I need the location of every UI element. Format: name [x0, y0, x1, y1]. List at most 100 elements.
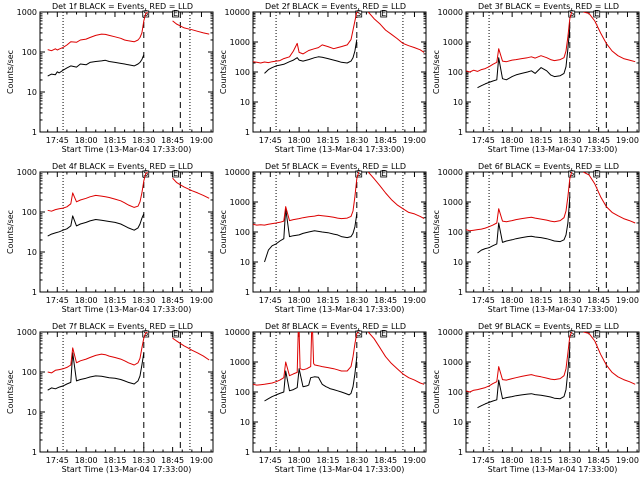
y-tick-label: 1	[458, 128, 463, 137]
lld-series-line	[466, 172, 573, 232]
plot-frame	[39, 171, 214, 293]
panel-title: Det 6f BLACK = Events, RED = LLD	[478, 162, 619, 171]
x-axis-label: Start Time (13-Mar-04 17:33:00)	[62, 465, 192, 474]
plot-area	[466, 332, 636, 409]
x-tick-label: 18:00	[288, 296, 311, 305]
x-tick-label: 18:45	[374, 456, 397, 465]
y-tick-label: 100	[448, 388, 463, 397]
y-tick-label: 10	[27, 248, 37, 257]
detector-panel-7: Det 7f BLACK = Events, RED = LLD 1 10 100 10…	[6, 322, 214, 474]
plot-frame	[465, 171, 640, 293]
x-tick-label: 18:15	[529, 136, 552, 145]
y-tick-label: 10	[27, 408, 37, 417]
detector-panel-4: Det 4f BLACK = Events, RED = LLD 1 10 100 10…	[6, 162, 214, 314]
x-tick-label: 18:15	[529, 456, 552, 465]
panel-title: Det 8f BLACK = Events, RED = LLD	[265, 322, 406, 331]
x-tick-label: 19:00	[190, 136, 213, 145]
lld-series-line	[367, 12, 425, 53]
lld-series-line	[253, 172, 360, 226]
y-tick-label: 10000	[438, 168, 463, 177]
events-series-line	[47, 213, 145, 237]
attenuator-marker-label: E	[381, 9, 386, 18]
x-tick-label: 19:00	[190, 296, 213, 305]
y-tick-label: 1000	[230, 358, 250, 367]
plot-frame	[252, 11, 427, 133]
attenuator-marker-box	[172, 10, 179, 18]
plot-frame	[252, 171, 427, 293]
x-tick-label: 18:30	[345, 456, 368, 465]
lld-series-line	[466, 12, 573, 73]
x-axis-label: Start Time (13-Mar-04 17:33:00)	[488, 145, 618, 154]
plot-area	[47, 12, 210, 77]
x-tick-label: 18:30	[558, 136, 581, 145]
events-series-line	[477, 27, 571, 89]
y-tick-label: 100	[22, 208, 37, 217]
panel-title: Det 7f BLACK = Events, RED = LLD	[52, 322, 193, 331]
lld-series-line	[367, 172, 425, 220]
plot-area	[47, 332, 210, 391]
attenuator-marker-label: E	[381, 329, 386, 338]
panel-title: Det 5f BLACK = Events, RED = LLD	[265, 162, 406, 171]
x-tick-label: 18:45	[161, 456, 184, 465]
y-tick-label: 1	[245, 128, 250, 137]
x-tick-label: 19:00	[616, 456, 639, 465]
y-tick-label: 100	[235, 388, 250, 397]
y-tick-label: 10	[240, 98, 250, 107]
events-series-line	[264, 39, 358, 74]
x-tick-label: 18:45	[374, 136, 397, 145]
x-tick-label: 18:30	[345, 136, 368, 145]
y-tick-label: 100	[235, 228, 250, 237]
attenuator-marker-box	[568, 330, 576, 338]
detector-panel-6: Det 6f BLACK = Events, RED = LLD 1 10 100 10…	[432, 162, 640, 314]
x-axis-label: Start Time (13-Mar-04 17:33:00)	[62, 305, 192, 314]
y-axis-label: Counts/sec	[6, 370, 15, 414]
panel-title: Det 9f BLACK = Events, RED = LLD	[478, 322, 619, 331]
x-tick-label: 19:00	[403, 136, 426, 145]
x-tick-label: 18:15	[316, 296, 339, 305]
lld-series-line	[47, 332, 148, 374]
y-axis-label: Counts/sec	[6, 210, 15, 254]
x-tick-label: 18:30	[558, 296, 581, 305]
y-tick-label: 10	[453, 258, 463, 267]
x-tick-label: 19:00	[403, 296, 426, 305]
x-tick-label: 18:45	[161, 296, 184, 305]
x-tick-label: 18:00	[501, 456, 524, 465]
y-tick-label: 100	[235, 68, 250, 77]
y-tick-label: 100	[448, 228, 463, 237]
x-tick-label: 19:00	[403, 456, 426, 465]
attenuator-marker-label: E	[594, 329, 599, 338]
attenuator-marker-label: E	[594, 169, 599, 178]
attenuator-marker-label: S	[569, 329, 574, 338]
events-series-line	[264, 356, 358, 402]
plot-area	[253, 332, 425, 402]
x-tick-label: 18:00	[75, 296, 98, 305]
x-tick-label: 19:00	[616, 136, 639, 145]
attenuator-marker-label: E	[173, 9, 178, 18]
x-axis-label: Start Time (13-Mar-04 17:33:00)	[275, 145, 405, 154]
attenuator-marker-box	[355, 330, 363, 338]
y-tick-label: 1000	[443, 358, 463, 367]
plot-area	[253, 172, 425, 263]
attenuator-marker-box	[355, 10, 363, 18]
x-tick-label: 18:30	[132, 136, 155, 145]
y-tick-label: 1	[245, 448, 250, 457]
detector-panel-2: Det 2f BLACK = Events, RED = LLD 1 10 100 10…	[219, 2, 427, 154]
y-axis-label: Counts/sec	[219, 50, 228, 94]
x-tick-label: 17:45	[259, 296, 282, 305]
lld-series-line	[466, 332, 573, 393]
x-tick-label: 18:15	[316, 136, 339, 145]
attenuator-marker-box	[568, 170, 576, 178]
x-tick-label: 17:45	[46, 136, 69, 145]
events-series-line	[264, 208, 358, 263]
x-tick-label: 18:45	[587, 456, 610, 465]
lld-series-line	[253, 332, 359, 386]
events-series-line	[477, 196, 571, 254]
y-axis-label: Counts/sec	[219, 210, 228, 254]
lld-series-line	[172, 337, 210, 361]
plot-area	[466, 12, 636, 89]
attenuator-marker-box	[380, 330, 388, 338]
x-tick-label: 18:15	[529, 296, 552, 305]
x-tick-label: 19:00	[616, 296, 639, 305]
attenuator-marker-label: E	[173, 329, 178, 338]
plot-area	[253, 12, 425, 74]
